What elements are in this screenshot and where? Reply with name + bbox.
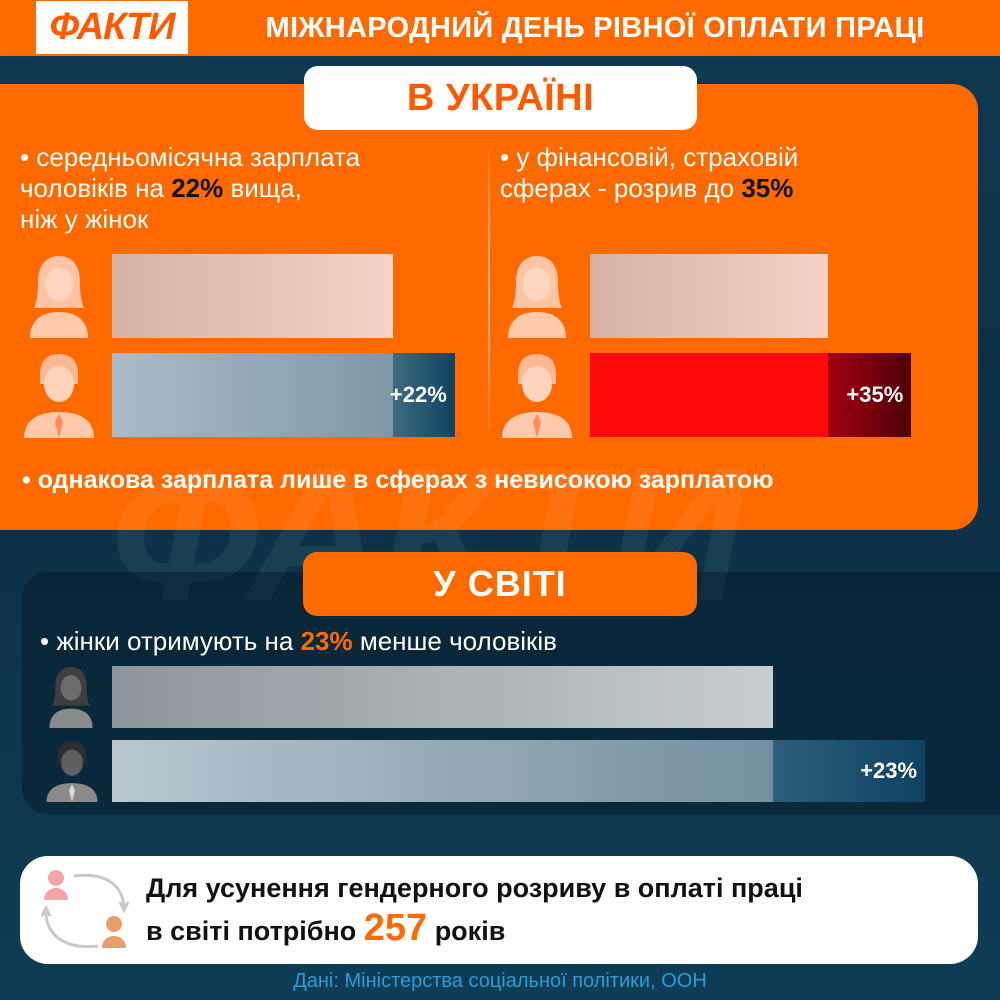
stat-text: менше чоловіків xyxy=(352,626,557,656)
stat-line: ніж у жінок xyxy=(20,204,149,234)
stat-text: • жінки отримують на xyxy=(40,626,301,656)
stat-text: чоловіків на xyxy=(20,173,172,203)
stat-text: вища, xyxy=(223,173,302,203)
bottom-line: в світі потрібно 257 років xyxy=(146,908,976,951)
gap-bar xyxy=(773,740,926,802)
ukraine-salary-stat: • середньомісячна зарплата чоловіків на … xyxy=(20,142,480,235)
woman-icon xyxy=(30,256,88,338)
bottom-text: в світі потрібно xyxy=(146,916,364,946)
gap-bar xyxy=(828,353,912,437)
gap-data-label: +22% xyxy=(389,382,447,407)
man-icon xyxy=(502,354,572,438)
woman-icon xyxy=(49,666,93,728)
bottom-text: років xyxy=(427,916,506,946)
bottom-line: Для усунення гендерного розриву в оплаті… xyxy=(146,873,803,903)
women-bar xyxy=(112,254,393,338)
years-number: 257 xyxy=(363,907,428,949)
stat-line: • у фінансовій, страховій xyxy=(500,142,799,172)
women-bar xyxy=(590,254,828,338)
gap-bar xyxy=(393,353,455,437)
stat-line: сферах - розрив до 35% xyxy=(500,173,970,204)
ukraine-heading: В УКРАЇНІ xyxy=(304,66,697,130)
page-title: МІЖНАРОДНИЙ ДЕНЬ РІВНОЇ ОПЛАТИ ПРАЦІ xyxy=(265,11,925,44)
stat-line: чоловіків на 22% вища, xyxy=(20,173,480,204)
gap-data-label: +23% xyxy=(860,758,918,783)
man-icon xyxy=(24,354,94,438)
women-bar xyxy=(112,666,773,728)
stat-text: сферах - розрив до xyxy=(500,173,742,203)
world-heading: У СВІТІ xyxy=(303,552,697,616)
bottom-message: Для усунення гендерного розриву в оплаті… xyxy=(146,868,976,951)
divider xyxy=(488,150,490,430)
stat-line: • середньомісячна зарплата xyxy=(20,142,361,172)
men-bar xyxy=(590,353,828,437)
bottom-card xyxy=(20,856,978,964)
ukraine-equal-pay-note: • однакова зарплата лише в сферах з неви… xyxy=(22,466,774,494)
source-note: Дані: Міністерства соціальної політики, … xyxy=(293,969,707,992)
logo: ФАКТИ xyxy=(36,1,188,54)
woman-icon xyxy=(508,256,566,338)
world-stat: • жінки отримують на 23% менше чоловіків xyxy=(40,626,557,657)
stat-highlight: 22% xyxy=(171,173,224,203)
gender-cycle-icon xyxy=(40,870,130,949)
stat-highlight: 23% xyxy=(300,626,353,656)
ukraine-finance-stat: • у фінансовій, страховій сферах - розри… xyxy=(500,142,970,204)
men-bar xyxy=(112,740,773,802)
stat-highlight: 35% xyxy=(741,173,794,203)
man-icon xyxy=(46,740,98,802)
men-bar xyxy=(112,353,393,437)
gap-data-label: +35% xyxy=(846,382,904,407)
